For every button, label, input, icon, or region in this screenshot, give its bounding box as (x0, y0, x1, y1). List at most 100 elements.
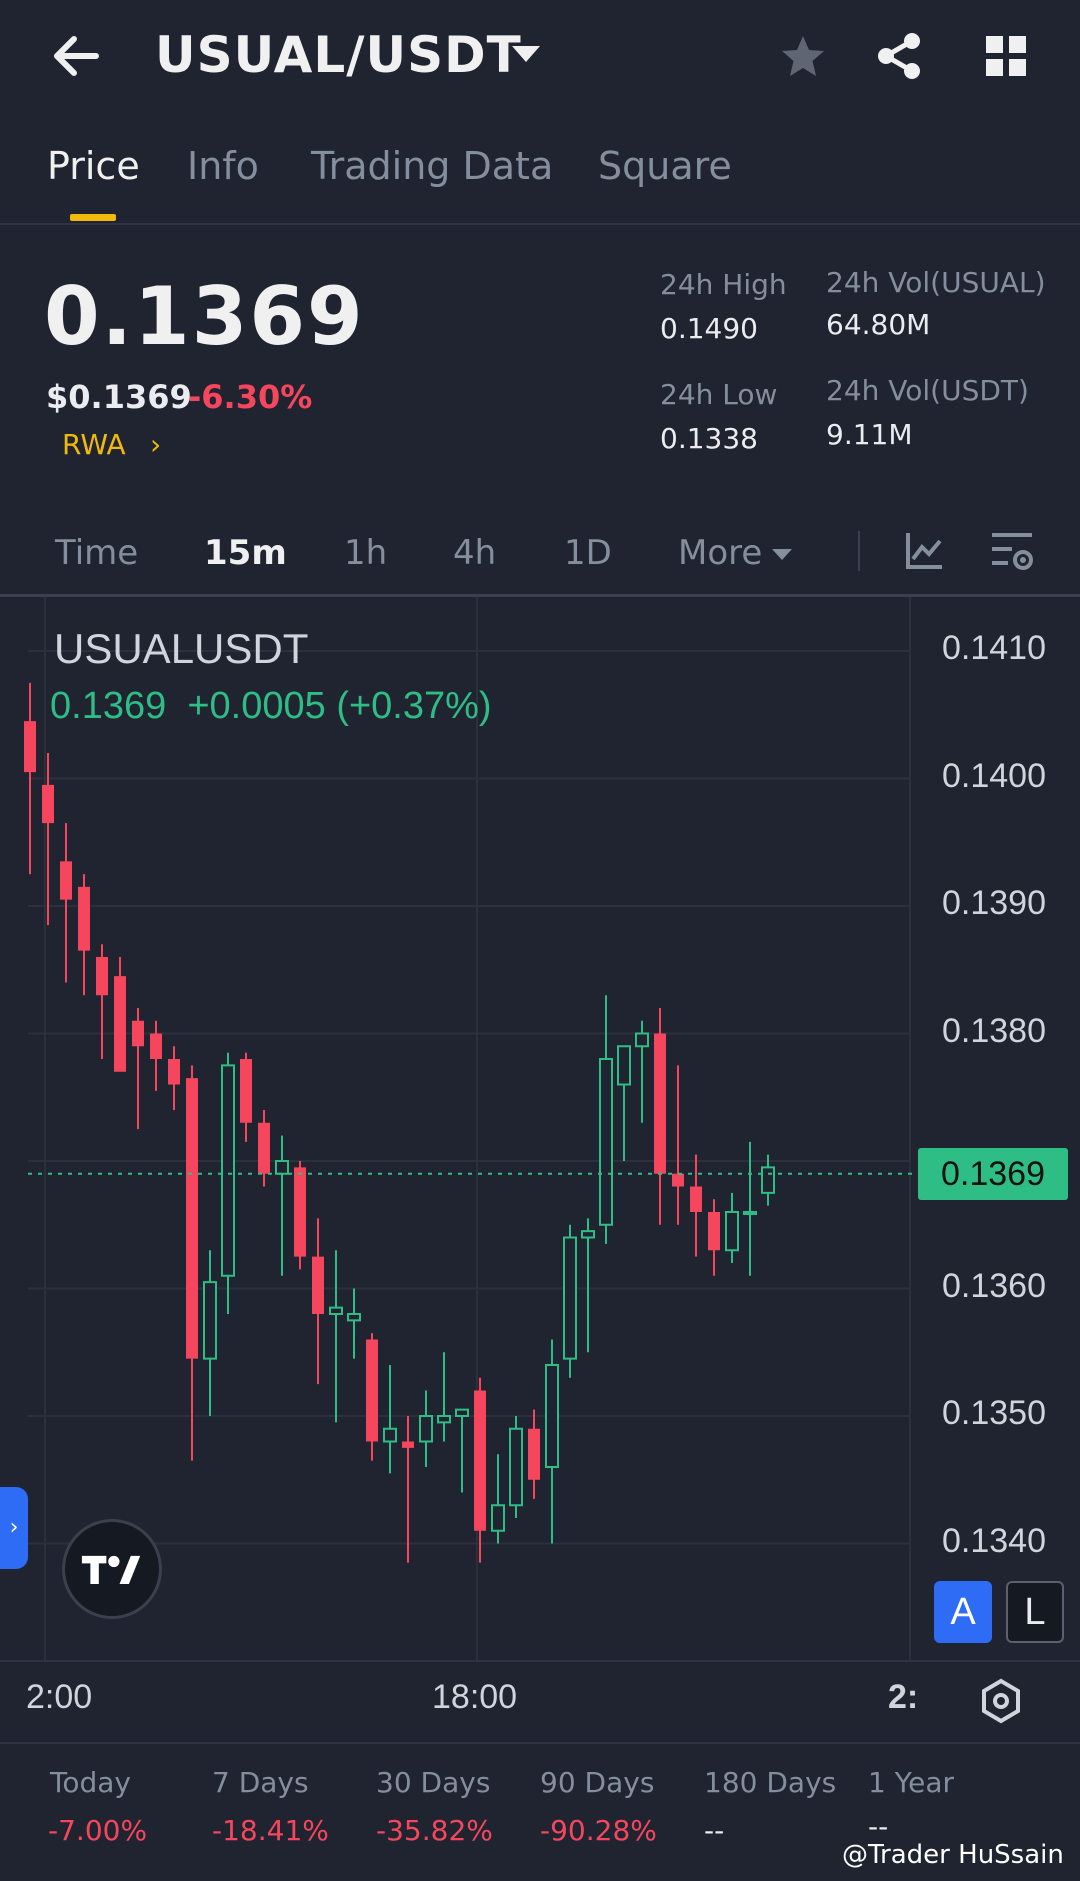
interval-4h[interactable]: 4h (453, 533, 497, 573)
perf-value: -- (704, 1814, 725, 1847)
hexagon-settings-icon[interactable] (978, 1678, 1024, 1724)
ohlc-readout: 0.1369 +0.0005 (+0.37%) (50, 685, 492, 727)
interval-1d[interactable]: 1D (564, 533, 612, 573)
chart-settings-list-icon[interactable] (990, 527, 1034, 575)
candle-body (437, 1415, 451, 1424)
x-tick-label: 2: (888, 1678, 919, 1716)
high-24h-label: 24h High (660, 268, 787, 301)
candle-body (672, 1173, 684, 1187)
x-tick-label: 2:00 (26, 1678, 93, 1716)
candle-body (114, 976, 126, 1072)
candle-body (258, 1122, 270, 1174)
tab-trading-data[interactable]: Trading Data (311, 144, 554, 188)
candle-body (168, 1059, 180, 1085)
perf-label: Today (50, 1766, 131, 1799)
candle-body (635, 1032, 649, 1048)
vol-quote-label: 24h Vol(USDT) (826, 374, 1029, 407)
candle-body (221, 1064, 235, 1277)
perf-value: -90.28% (540, 1814, 657, 1847)
candle-body (329, 1306, 343, 1315)
divider (858, 531, 860, 571)
high-24h-value: 0.1490 (660, 312, 758, 345)
candle-body (402, 1441, 414, 1448)
candle-body (240, 1059, 252, 1123)
watermark: @Trader HuSsain (842, 1840, 1064, 1870)
perf-label: 7 Days (212, 1766, 309, 1799)
perf-label: 90 Days (540, 1766, 655, 1799)
candle-body (708, 1212, 720, 1251)
perf-value: -18.41% (212, 1814, 329, 1847)
chart-symbol: USUALUSDT (54, 625, 309, 672)
y-tick-label: 0.1390 (942, 884, 1046, 922)
candle-body (654, 1033, 666, 1174)
interval-1h[interactable]: 1h (344, 533, 388, 573)
candle-body (491, 1504, 505, 1532)
perf-value: -7.00% (48, 1814, 148, 1847)
candle-body (203, 1281, 217, 1360)
candle-body (617, 1045, 631, 1086)
y-tick-label: 0.1350 (942, 1394, 1046, 1432)
vol-base-value: 64.80M (826, 308, 931, 341)
tradingview-logo[interactable] (62, 1519, 162, 1619)
candle-body (78, 886, 90, 951)
vol-base-label: 24h Vol(USUAL) (826, 266, 1046, 299)
perf-label: 30 Days (376, 1766, 491, 1799)
grid-icon[interactable] (984, 34, 1028, 78)
candle-body (347, 1313, 361, 1322)
candle-body (24, 721, 36, 773)
candle-body (725, 1211, 739, 1252)
vol-quote-value: 9.11M (826, 418, 913, 451)
share-icon[interactable] (874, 30, 924, 82)
candle-body (150, 1033, 162, 1059)
interval-15m[interactable]: 15m (204, 533, 287, 573)
candle-body (761, 1166, 775, 1194)
chevron-right-icon[interactable]: › (150, 428, 162, 461)
last-price: 0.1369 (44, 270, 365, 363)
performance-row: Today -7.00% 7 Days -18.41% 30 Days -35.… (0, 1742, 1080, 1881)
perf-label: 180 Days (704, 1766, 837, 1799)
candle-body (186, 1078, 198, 1359)
y-tick-label: 0.1360 (942, 1267, 1046, 1305)
candle-body (474, 1390, 486, 1531)
x-tick-label: 18:00 (432, 1678, 518, 1716)
candle-body (42, 784, 54, 824)
low-24h-value: 0.1338 (660, 422, 758, 455)
candle-body (455, 1408, 469, 1417)
tab-bar: Price Info Trading Data Square (0, 140, 1080, 225)
candle-body (599, 1058, 613, 1226)
auto-scale-button[interactable]: A (934, 1581, 992, 1643)
interval-more[interactable]: More (678, 533, 763, 573)
log-scale-button[interactable]: L (1006, 1581, 1064, 1643)
y-tick-label: 0.1340 (942, 1522, 1046, 1560)
pair-title[interactable]: USUAL/USDT (155, 26, 522, 84)
price-chart[interactable]: USUALUSDT 0.1369 +0.0005 (+0.37%) 0.1410… (0, 597, 1080, 1660)
drawer-handle[interactable]: › (0, 1487, 28, 1569)
caret-down-icon[interactable] (772, 549, 792, 560)
candle-body (294, 1167, 306, 1257)
candlestick-chart[interactable] (0, 597, 1080, 1660)
candle-body (509, 1427, 523, 1507)
candle-body (60, 861, 72, 900)
y-tick-label: 0.1410 (942, 629, 1046, 667)
candle-body (275, 1160, 289, 1175)
perf-value: -- (868, 1810, 889, 1843)
candle-body (581, 1230, 595, 1239)
tab-info[interactable]: Info (187, 144, 259, 188)
chevron-down-icon[interactable] (512, 46, 540, 62)
sector-tag[interactable]: RWA (62, 428, 126, 461)
candle-body (132, 1020, 144, 1047)
indicator-icon[interactable] (904, 529, 944, 573)
candle-body (419, 1415, 433, 1443)
candle-body (690, 1186, 702, 1212)
y-tick-label: 0.1380 (942, 1012, 1046, 1050)
star-icon[interactable] (778, 32, 828, 82)
interval-bar: Time 15m 1h 4h 1D More (0, 515, 1080, 597)
current-price-marker: 0.1369 (918, 1148, 1068, 1200)
arrow-left-icon[interactable] (48, 28, 104, 84)
time-axis: 2:00 18:00 2: (0, 1660, 1080, 1742)
tab-square[interactable]: Square (598, 144, 732, 188)
tab-price[interactable]: Price (47, 144, 140, 188)
low-24h-label: 24h Low (660, 378, 778, 411)
interval-time[interactable]: Time (55, 533, 139, 573)
candle-body (528, 1428, 540, 1480)
